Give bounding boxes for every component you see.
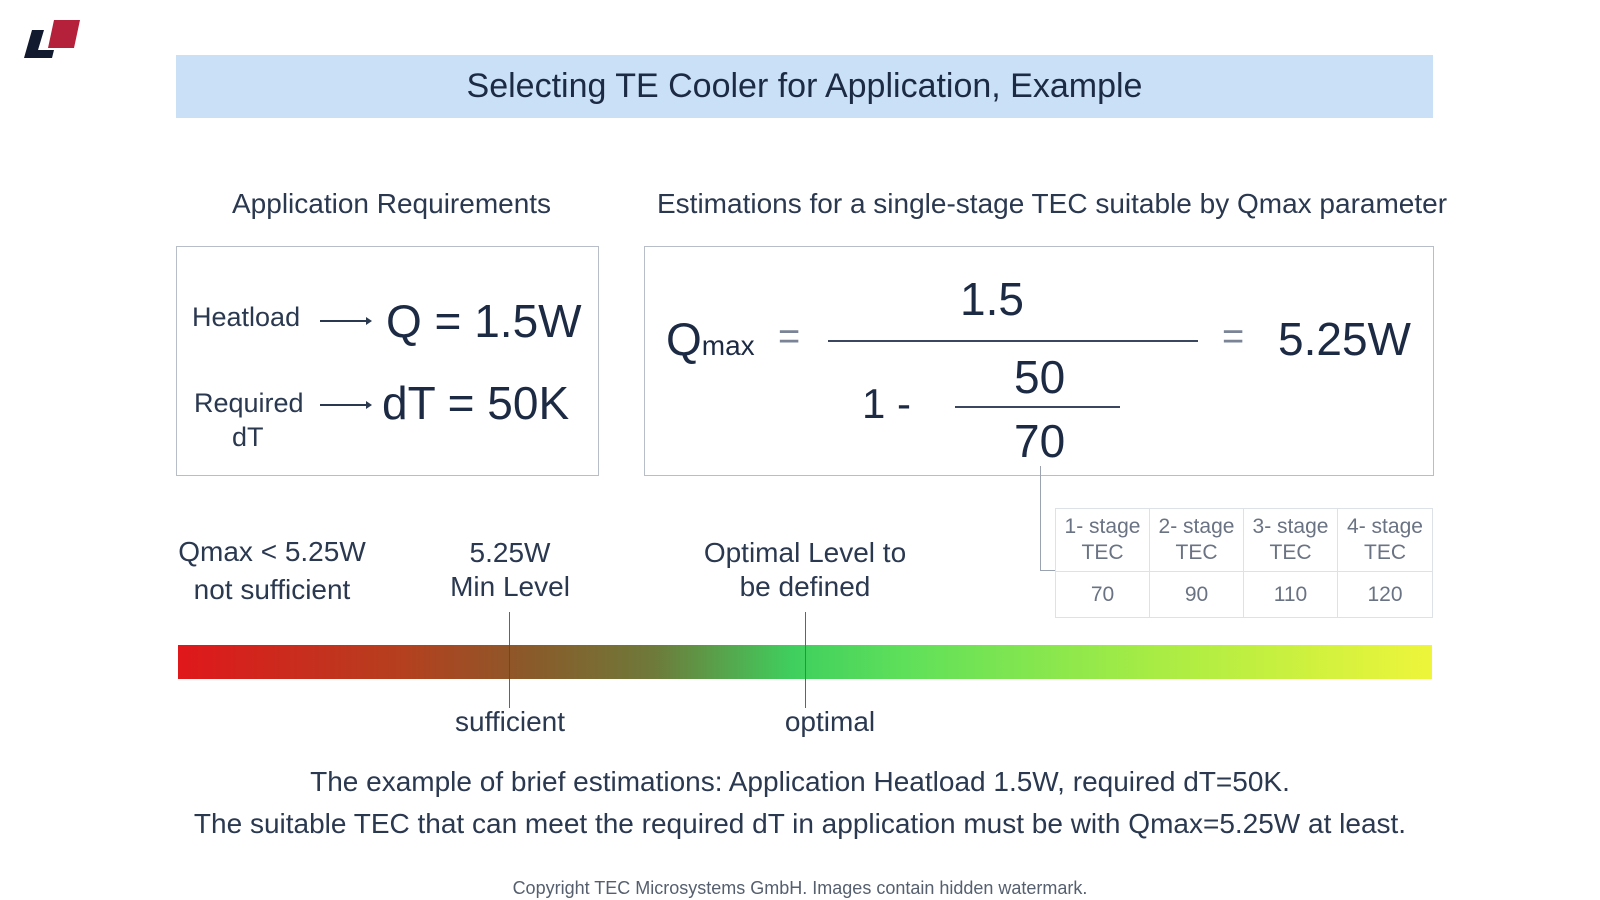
min-level-line1: 5.25W bbox=[469, 537, 551, 568]
insufficient-label: Qmax < 5.25W not sufficient bbox=[172, 536, 372, 606]
summary-line-2: The suitable TEC that can meet the requi… bbox=[193, 808, 1407, 839]
inner-fraction-line bbox=[955, 406, 1120, 408]
numerator: 1.5 bbox=[960, 273, 1024, 325]
table-value-cell: 70 bbox=[1055, 571, 1150, 618]
inner-denominator: 70 bbox=[1014, 415, 1066, 467]
equals-sign-1: = bbox=[778, 316, 801, 358]
required-dt-label-line2: dT bbox=[232, 422, 264, 452]
min-level-marker-overlay bbox=[509, 645, 510, 679]
optimal-level-marker-overlay bbox=[805, 645, 806, 679]
heatload-value: Q = 1.5W bbox=[386, 295, 582, 347]
header-line: TEC bbox=[1175, 541, 1218, 564]
copyright-footer: Copyright TEC Microsystems GmbH. Images … bbox=[512, 878, 1088, 898]
table-header-cell: 1- stage TEC bbox=[1055, 508, 1150, 572]
qmax-symbol: Qmax bbox=[666, 312, 755, 366]
insufficient-line1: Qmax < 5.25W bbox=[178, 536, 366, 567]
table-value-cell: 110 bbox=[1243, 571, 1338, 618]
dt-arrow-icon bbox=[320, 401, 372, 409]
sufficient-label: sufficient bbox=[455, 706, 565, 737]
table-header-cell: 3- stage TEC bbox=[1243, 508, 1338, 572]
header-line: 3- stage bbox=[1252, 515, 1329, 538]
table-value-cell: 90 bbox=[1149, 571, 1244, 618]
table-value-cell: 120 bbox=[1337, 571, 1433, 618]
denominator-prefix: 1 - bbox=[862, 380, 912, 427]
estimation-heading: Estimations for a single-stage TEC suita… bbox=[657, 188, 1448, 219]
header-line: TEC bbox=[1364, 541, 1406, 564]
tec-stage-table: 1- stage TEC 2- stage TEC 3- stage TEC 4- s… bbox=[1055, 508, 1433, 618]
title-bar: Selecting TE Cooler for Application, Exa… bbox=[176, 55, 1433, 118]
qmax-result: 5.25W bbox=[1278, 313, 1411, 365]
main-fraction-line bbox=[828, 340, 1198, 342]
estimation-box bbox=[644, 246, 1434, 476]
header-line: 2- stage bbox=[1158, 515, 1235, 538]
heatload-arrow-icon bbox=[320, 317, 372, 325]
summary-line-1: The example of brief estimations: Applic… bbox=[310, 766, 1290, 797]
q-letter: Q bbox=[666, 313, 702, 365]
optimal-label: optimal bbox=[784, 706, 876, 737]
optimal-level-label: Optimal Level to be defined bbox=[680, 536, 930, 604]
table-header-cell: 2- stage TEC bbox=[1149, 508, 1244, 572]
company-logo-icon bbox=[24, 20, 80, 58]
insufficient-line2: not sufficient bbox=[193, 574, 351, 605]
page-title: Selecting TE Cooler for Application, Exa… bbox=[466, 67, 1143, 105]
connector-line-vertical bbox=[1040, 466, 1041, 570]
required-dt-label-line1: Required bbox=[194, 388, 304, 418]
dt-value: dT = 50K bbox=[382, 377, 570, 429]
min-level-label: 5.25W Min Level bbox=[430, 536, 590, 604]
table-header-cell: 4- stage TEC bbox=[1337, 508, 1433, 572]
requirements-box bbox=[176, 246, 599, 476]
heatload-label: Heatload bbox=[192, 302, 301, 332]
connector-line-horizontal bbox=[1040, 570, 1055, 571]
header-line: TEC bbox=[1269, 541, 1312, 564]
q-subscript: max bbox=[701, 330, 755, 361]
equals-sign-2: = bbox=[1222, 316, 1245, 358]
requirements-heading: Application Requirements bbox=[232, 188, 552, 219]
header-line: 1- stage bbox=[1064, 515, 1141, 538]
optimal-level-line1: Optimal Level to bbox=[703, 537, 907, 568]
min-level-line2: Min Level bbox=[450, 571, 570, 602]
inner-numerator: 50 bbox=[1014, 351, 1066, 403]
optimal-level-line2: be defined bbox=[739, 571, 871, 602]
header-line: TEC bbox=[1081, 541, 1124, 564]
header-line: 4- stage bbox=[1347, 515, 1423, 538]
